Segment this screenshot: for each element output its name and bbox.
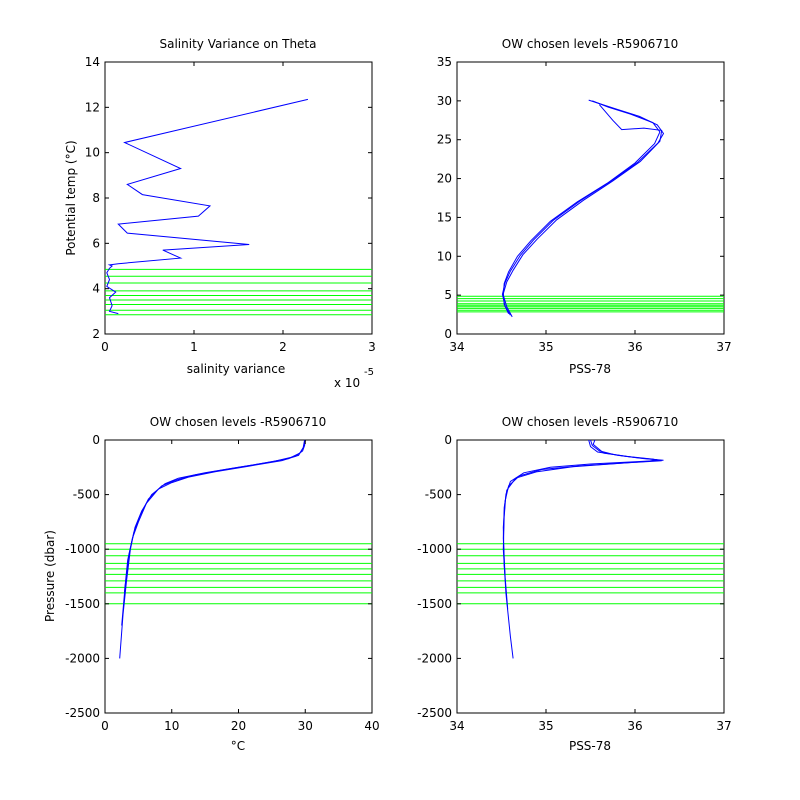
x-tick-label: 35 <box>538 719 553 733</box>
x-tick-label: 10 <box>164 719 179 733</box>
x-tick-label: 34 <box>449 719 464 733</box>
plot-area <box>457 99 724 318</box>
subplot-salinity-vs-pressure: OW chosen levels -R5906710 PSS-78 34 35 36… <box>417 415 732 753</box>
x-tick-label: 30 <box>298 719 313 733</box>
y-tick-label: 35 <box>437 55 452 69</box>
y-tick-label: 14 <box>85 55 100 69</box>
plot-area <box>105 439 372 659</box>
x-tick-label: 36 <box>627 719 642 733</box>
x-tick-label: 35 <box>538 340 553 354</box>
y-tick-label: 5 <box>444 288 452 302</box>
x-axis-label: PSS-78 <box>569 362 611 376</box>
y-tick-label: -1500 <box>417 597 452 611</box>
x-tick-label: 2 <box>279 340 287 354</box>
y-axis-label: Potential temp (°C) <box>64 140 78 255</box>
y-tick-label: -1000 <box>65 542 100 556</box>
x-exponent-label: x 10 <box>334 376 360 390</box>
x-tick-label: 0 <box>101 340 109 354</box>
y-tick-label: -1000 <box>417 542 452 556</box>
chart-title: Salinity Variance on Theta <box>160 37 317 51</box>
y-tick-label: -1500 <box>65 597 100 611</box>
x-tick-label: 36 <box>627 340 642 354</box>
y-tick-label: -2000 <box>65 651 100 665</box>
axes-frame <box>104 61 373 335</box>
subplot-salinity-variance: Salinity Variance on Theta salinity vari… <box>64 37 376 390</box>
y-tick-label: 15 <box>437 210 452 224</box>
x-tick-label: 34 <box>449 340 464 354</box>
y-tick-label: -2000 <box>417 651 452 665</box>
y-tick-label: 0 <box>92 433 100 447</box>
axes-frame <box>456 439 725 714</box>
y-tick-label: 10 <box>437 249 452 263</box>
chart-title: OW chosen levels -R5906710 <box>502 415 678 429</box>
y-tick-label: -500 <box>73 488 100 502</box>
x-axis-label: salinity variance <box>187 362 286 376</box>
x-tick-label: 37 <box>716 340 731 354</box>
profile-line <box>502 104 663 315</box>
x-axis-label: PSS-78 <box>569 739 611 753</box>
x-tick-label: 1 <box>190 340 198 354</box>
y-tick-label: -2500 <box>417 706 452 720</box>
profile-line <box>502 439 658 577</box>
y-tick-label: 0 <box>444 327 452 341</box>
y-tick-label: 30 <box>437 94 452 108</box>
chart-title: OW chosen levels -R5906710 <box>502 37 678 51</box>
subplot-temp-vs-pressure: OW chosen levels -R5906710 °C Pressure (… <box>43 415 380 753</box>
y-tick-label: 10 <box>85 146 100 160</box>
x-axis-label: °C <box>231 739 245 753</box>
profile-line <box>123 439 306 593</box>
subplot-salinity-vs-temp: OW chosen levels -R5906710 PSS-78 34 35 36… <box>437 37 732 376</box>
y-tick-label: -500 <box>425 488 452 502</box>
y-tick-label: 6 <box>92 236 100 250</box>
profile-line <box>501 99 665 316</box>
y-tick-label: 20 <box>437 172 452 186</box>
x-tick-label: 40 <box>364 719 379 733</box>
axes-frame <box>104 439 373 714</box>
y-tick-label: 2 <box>92 327 100 341</box>
plot-area <box>105 98 372 316</box>
y-tick-label: 4 <box>92 282 100 296</box>
x-exponent-power: -5 <box>364 367 374 378</box>
plot-area <box>457 439 724 659</box>
x-tick-label: 37 <box>716 719 731 733</box>
x-tick-label: 0 <box>101 719 109 733</box>
x-tick-label: 20 <box>231 719 246 733</box>
axes-frame <box>456 61 725 335</box>
chart-title: OW chosen levels -R5906710 <box>150 415 326 429</box>
y-tick-label: -2500 <box>65 706 100 720</box>
y-axis-label: Pressure (dbar) <box>43 530 57 622</box>
y-tick-label: 25 <box>437 133 452 147</box>
y-tick-label: 0 <box>444 433 452 447</box>
profile-line <box>106 98 309 315</box>
y-tick-label: 8 <box>92 191 100 205</box>
x-tick-label: 3 <box>368 340 376 354</box>
y-tick-label: 12 <box>85 100 100 114</box>
